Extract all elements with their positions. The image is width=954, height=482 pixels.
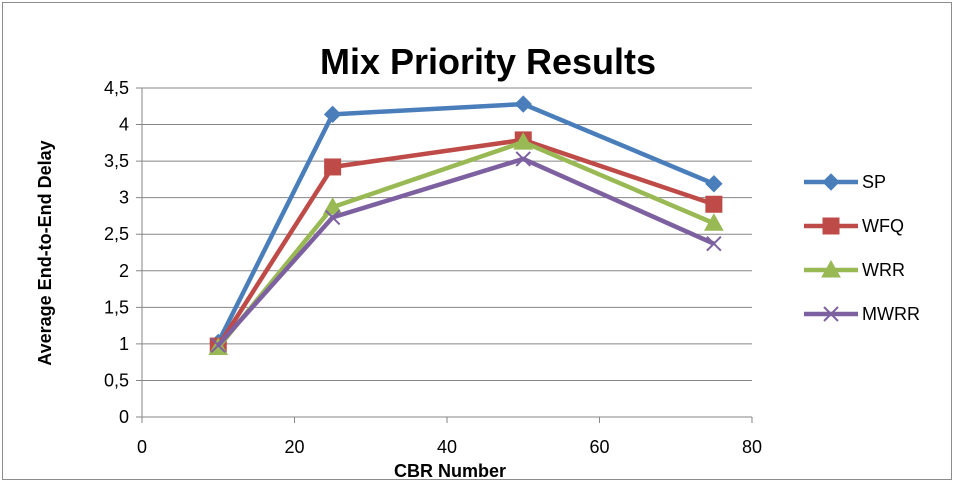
legend-marker-mwrr [823, 306, 839, 322]
x-tick-label: 0 [137, 437, 147, 457]
legend-label: WRR [862, 260, 905, 280]
data-point-mwrr [210, 337, 226, 354]
legend-item-wrr: WRR [804, 259, 905, 280]
data-point-wfq [705, 195, 723, 213]
y-tick-label: 0 [119, 407, 129, 427]
y-tick-label: 1 [119, 334, 129, 354]
chart-title: Mix Priority Results [320, 41, 656, 82]
x-axis-title: CBR Number [394, 461, 506, 481]
y-tick-label: 4,5 [104, 78, 129, 98]
x-tick-label: 80 [742, 437, 762, 457]
y-tick-label: 4 [119, 115, 129, 135]
legend-label: SP [862, 172, 886, 192]
legend-label: WFQ [862, 216, 904, 236]
data-point-sp [514, 95, 532, 113]
y-tick-label: 2 [119, 261, 129, 281]
y-axis-title: Average End-to-End Delay [35, 140, 55, 365]
data-point-sp [323, 105, 342, 124]
x-tick-label: 60 [589, 437, 609, 457]
data-point-mwrr [706, 236, 722, 252]
legend: SP WFQ WRR MWRR [804, 172, 920, 324]
legend-marker-wfq [822, 217, 840, 235]
y-tick-label: 3 [119, 188, 129, 208]
data-point-wrr [704, 213, 724, 231]
series-mwrr [210, 151, 722, 354]
y-tick-label: 3,5 [104, 151, 129, 171]
y-tick-labels: 0 0,5 1 1,5 2 2,5 3 3,5 4 4,5 [104, 78, 129, 427]
legend-marker-wrr [821, 259, 841, 278]
y-tick-label: 2,5 [104, 224, 129, 244]
data-point-mwrr [515, 151, 531, 167]
series-line-mwrr [216, 156, 715, 347]
series-line-wrr [216, 139, 715, 349]
series-line-wfq [216, 137, 715, 348]
data-point-mwrr [324, 209, 341, 226]
series-line-sp [216, 101, 715, 344]
legend-marker-sp [822, 173, 840, 191]
data-point-wrr [513, 132, 534, 150]
x-tick-label: 20 [284, 437, 304, 457]
legend-item-mwrr: MWRR [804, 304, 920, 324]
plot-series [208, 95, 724, 356]
legend-label: MWRR [862, 304, 920, 324]
y-tick-label: 0,5 [104, 370, 129, 390]
legend-item-sp: SP [804, 172, 886, 192]
data-point-wrr [322, 197, 343, 215]
data-point-wfq [324, 158, 342, 176]
legend-item-wfq: WFQ [804, 216, 904, 236]
x-tick-labels: 0 20 40 60 80 [137, 417, 762, 457]
y-tick-label: 1,5 [104, 297, 129, 317]
x-tick-label: 40 [437, 437, 457, 457]
data-point-sp [705, 175, 723, 193]
